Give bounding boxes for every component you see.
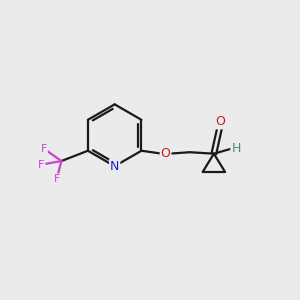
- Text: F: F: [54, 174, 60, 184]
- Text: F: F: [38, 160, 45, 170]
- Text: O: O: [215, 116, 225, 128]
- Text: H: H: [231, 142, 241, 155]
- Text: O: O: [160, 147, 170, 160]
- Text: F: F: [40, 144, 47, 154]
- Text: N: N: [110, 160, 119, 173]
